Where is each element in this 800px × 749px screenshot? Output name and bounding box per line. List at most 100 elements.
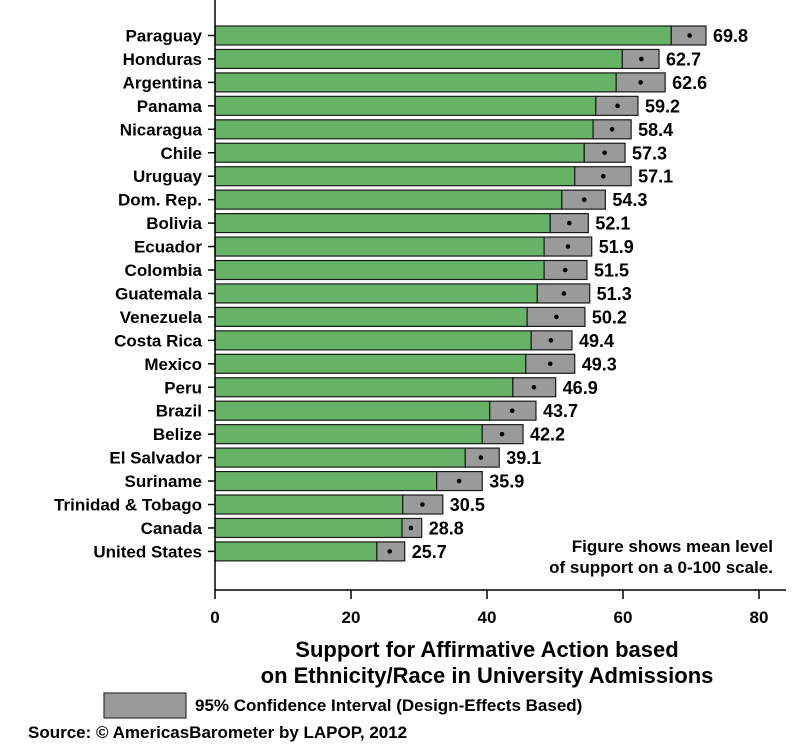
value-label: 46.9 — [563, 378, 598, 398]
mean-point — [565, 244, 571, 249]
bar-group: 58.4 Nicaragua — [120, 119, 673, 140]
mean-point — [547, 361, 553, 367]
mean-point — [499, 431, 505, 437]
bar — [214, 447, 466, 468]
category-label: Suriname — [125, 472, 202, 491]
mean-point — [548, 338, 554, 343]
bar — [214, 283, 538, 304]
category-label: Colombia — [125, 261, 203, 280]
bar-group: 57.3 Chile — [160, 142, 667, 163]
bar — [214, 166, 576, 187]
category-label: United States — [93, 542, 202, 561]
mean-point — [561, 291, 567, 296]
bar — [214, 306, 528, 327]
value-label: 49.4 — [579, 331, 614, 351]
bar — [214, 25, 672, 46]
mean-point — [687, 33, 692, 38]
bar — [214, 330, 532, 351]
bar — [214, 48, 623, 70]
mean-point — [478, 455, 484, 460]
category-label: Panama — [137, 97, 203, 116]
value-label: 39.1 — [506, 448, 541, 468]
mean-point — [562, 267, 568, 273]
x-tick-label: 0 — [210, 608, 219, 627]
bar — [214, 470, 438, 492]
value-label: 28.8 — [429, 518, 464, 538]
mean-point — [581, 197, 587, 202]
category-label: Canada — [141, 519, 203, 538]
value-label: 69.8 — [713, 26, 748, 46]
value-label: 57.1 — [638, 167, 673, 187]
value-label: 51.9 — [599, 237, 634, 257]
bar — [214, 494, 404, 515]
bar — [214, 424, 483, 445]
category-label: Paraguay — [125, 27, 202, 46]
category-label: Nicaragua — [120, 120, 203, 139]
bar — [214, 213, 551, 234]
mean-point — [509, 408, 515, 414]
mean-point — [600, 173, 606, 179]
category-label: Bolivia — [146, 214, 202, 233]
category-label: Brazil — [156, 402, 202, 421]
bar-group: 54.3 Dom. Rep. — [118, 189, 647, 210]
mean-point — [387, 549, 393, 554]
mean-point — [615, 103, 620, 109]
annotation-line-1: Figure shows mean level — [572, 537, 773, 556]
bar-group: 51.5 Colombia — [125, 259, 629, 281]
mean-point — [566, 220, 572, 226]
bar — [214, 400, 491, 421]
value-label: 52.1 — [595, 214, 630, 234]
bar-group: 46.9 Peru — [164, 377, 598, 398]
bar-group: 51.3 Guatemala — [115, 283, 632, 304]
mean-point — [638, 80, 643, 85]
x-axis-label-line-1: Support for Affirmative Action based — [295, 637, 678, 662]
bar — [214, 517, 403, 539]
bar-group: 59.2 Panama — [137, 95, 680, 116]
value-label: 35.9 — [489, 472, 524, 492]
bar-group: 57.1 Uruguay — [133, 166, 673, 187]
value-label: 30.5 — [450, 495, 485, 515]
bar — [214, 189, 563, 210]
mean-point — [456, 478, 462, 484]
category-label: Ecuador — [134, 238, 202, 257]
mean-point — [639, 56, 644, 62]
mean-point — [408, 525, 414, 531]
category-label: Chile — [160, 144, 202, 163]
bar-group: 25.7 United States — [93, 541, 447, 562]
value-label: 51.5 — [594, 261, 629, 281]
mean-point — [602, 150, 607, 156]
annotation-line-2: of support on a 0-100 scale. — [549, 558, 773, 577]
bar-group: 49.3 Mexico — [144, 353, 617, 374]
value-label: 43.7 — [543, 401, 578, 421]
bar — [214, 72, 617, 93]
category-label: Dom. Rep. — [118, 191, 202, 210]
bar-group: 49.4 Costa Rica — [114, 330, 614, 351]
value-label: 57.3 — [632, 143, 667, 163]
x-tick-label: 80 — [750, 608, 769, 627]
legend-swatch-ci — [103, 692, 187, 719]
bar-group: 35.9 Suriname — [125, 470, 524, 492]
value-label: 62.6 — [672, 73, 707, 93]
bar-group: 52.1 Bolivia — [146, 213, 630, 234]
bar-group: 50.2 Venezuela — [120, 306, 627, 327]
value-label: 25.7 — [412, 542, 447, 562]
category-label: Venezuela — [120, 308, 203, 327]
category-label: Mexico — [144, 355, 202, 374]
bar-group: 62.6 Argentina — [123, 72, 707, 93]
category-label: El Salvador — [109, 449, 202, 468]
x-tick-label: 20 — [342, 608, 361, 627]
bar-group: 30.5 Trinidad & Tobago — [54, 494, 485, 515]
bar — [214, 377, 514, 398]
bar-group: 39.1 El Salvador — [109, 447, 541, 468]
category-label: Belize — [153, 425, 202, 444]
x-axis-label-line-2: on Ethnicity/Race in University Admissio… — [261, 663, 714, 688]
category-label: Honduras — [123, 50, 202, 69]
category-label: Trinidad & Tobago — [54, 496, 202, 515]
category-label: Uruguay — [133, 167, 203, 186]
value-label: 49.3 — [582, 354, 617, 374]
axes-layer — [214, 0, 786, 591]
value-label: 54.3 — [612, 190, 647, 210]
bar — [214, 541, 378, 562]
bar — [214, 142, 585, 163]
